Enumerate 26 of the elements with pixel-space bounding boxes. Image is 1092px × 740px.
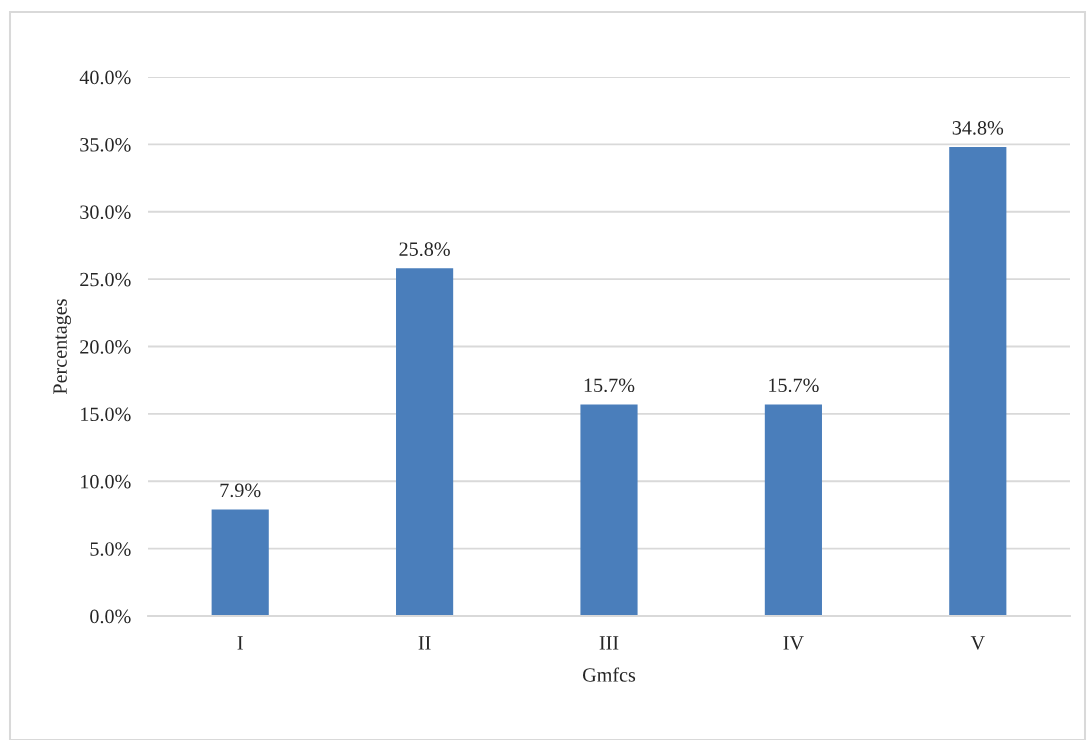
- x-tick-label: II: [418, 636, 431, 650]
- data-label: 7.9%: [220, 483, 261, 498]
- y-tick-label: 25.0%: [80, 272, 131, 287]
- y-tick-label: 20.0%: [80, 340, 131, 354]
- data-label: 15.7%: [584, 378, 635, 393]
- bar: [211, 509, 269, 616]
- x-tick-label: I: [237, 636, 243, 650]
- y-tick-label: 40.0%: [79, 70, 131, 85]
- x-tick-label: III: [599, 636, 619, 650]
- bar: [396, 268, 454, 616]
- y-tick-label: 10.0%: [81, 474, 131, 489]
- y-tick-label: 30.0%: [80, 205, 131, 220]
- y-axis-title: Percentages: [53, 299, 71, 395]
- data-label: 15.7%: [769, 378, 819, 393]
- y-tick-label: 35.0%: [80, 137, 131, 152]
- x-axis-title: Gmfcs: [582, 667, 636, 682]
- data-label: 34.8%: [952, 121, 1004, 135]
- data-label: 25.8%: [399, 242, 450, 257]
- y-tick-label: 5.0%: [90, 542, 131, 556]
- bar: [764, 404, 822, 616]
- x-tick-label: V: [970, 636, 985, 650]
- bar: [949, 147, 1007, 616]
- x-tick-label: IV: [783, 636, 804, 650]
- bar: [580, 404, 638, 616]
- y-tick-label: 15.0%: [81, 407, 131, 422]
- y-tick-label: 0.0%: [90, 609, 131, 624]
